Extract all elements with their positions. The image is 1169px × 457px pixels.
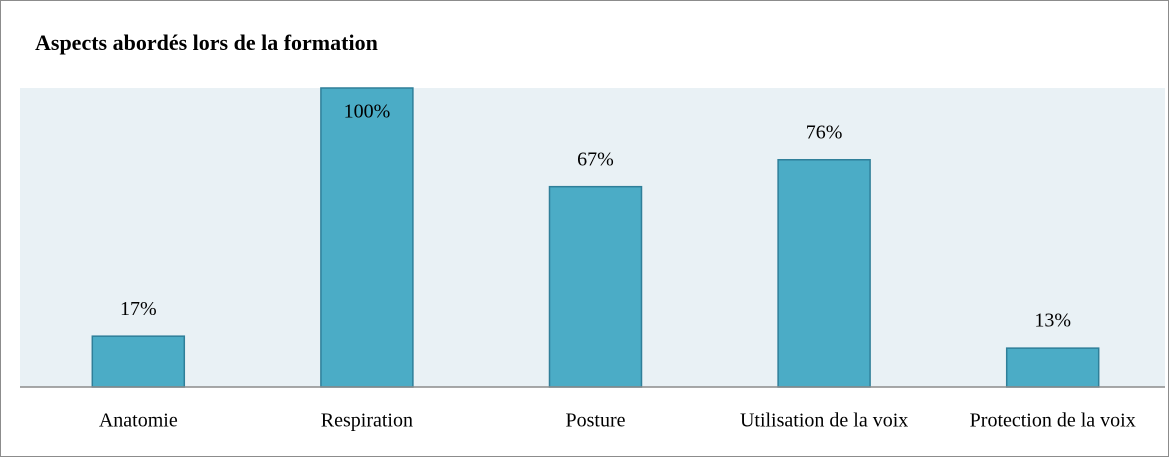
x-tick-label: Posture xyxy=(566,410,626,432)
x-tick-label: Anatomie xyxy=(99,410,178,432)
data-label: 17% xyxy=(120,298,157,320)
x-tick-label: Utilisation de la voix xyxy=(740,410,908,432)
bar xyxy=(548,185,643,388)
data-label: 76% xyxy=(806,121,843,143)
chart-title: Aspects abordés lors de la formation xyxy=(35,30,378,55)
bar xyxy=(91,335,186,388)
bar xyxy=(777,159,871,388)
bar xyxy=(1005,347,1100,388)
bar xyxy=(320,87,414,388)
x-tick-label: Protection de la voix xyxy=(970,410,1136,432)
data-label: 100% xyxy=(344,101,391,123)
data-label: 13% xyxy=(1034,310,1071,332)
x-tick-label: Respiration xyxy=(321,410,413,432)
data-label: 67% xyxy=(577,148,614,170)
